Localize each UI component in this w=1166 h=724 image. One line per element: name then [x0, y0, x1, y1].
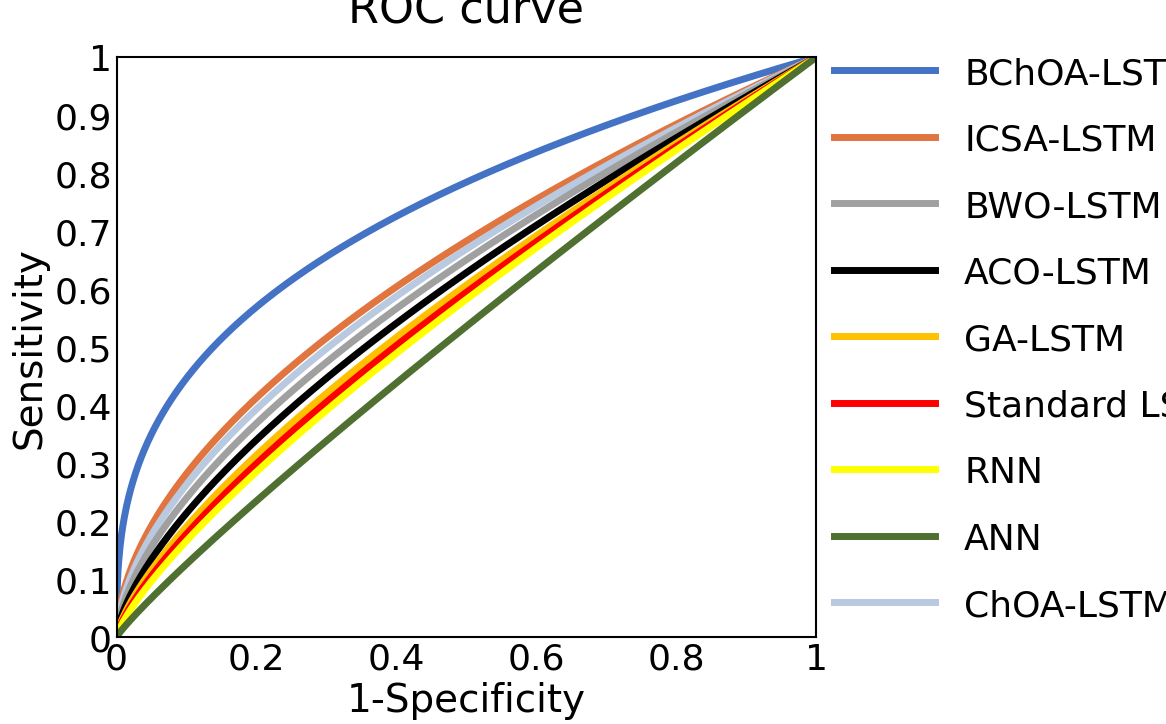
GA-LSTM	[181, 521, 195, 529]
ANN	[110, 633, 124, 641]
ICSA-LSTM	[393, 281, 407, 290]
BWO-LSTM	[181, 492, 195, 501]
Standard LSTM	[181, 529, 195, 537]
ChOA-LSTM	[668, 125, 682, 133]
RNN	[655, 156, 669, 164]
BChOA-LSTM	[590, 125, 604, 134]
ChOA-LSTM	[655, 131, 669, 140]
Standard LSTM	[590, 196, 604, 205]
RNN	[590, 201, 604, 209]
RNN	[668, 147, 682, 156]
Standard LSTM	[655, 152, 669, 161]
ACO-LSTM	[809, 54, 823, 62]
BWO-LSTM	[590, 174, 604, 182]
ACO-LSTM	[590, 182, 604, 191]
Line: ICSA-LSTM: ICSA-LSTM	[117, 58, 816, 637]
Line: ANN: ANN	[117, 58, 816, 637]
ChOA-LSTM	[393, 290, 407, 299]
RNN	[809, 54, 823, 62]
Line: ChOA-LSTM: ChOA-LSTM	[117, 58, 816, 637]
BWO-LSTM	[393, 303, 407, 311]
ACO-LSTM	[393, 317, 407, 326]
Y-axis label: Sensitivity: Sensitivity	[10, 247, 49, 448]
ANN	[655, 169, 669, 178]
ICSA-LSTM	[417, 264, 431, 272]
BChOA-LSTM	[668, 98, 682, 106]
BWO-LSTM	[417, 285, 431, 293]
ChOA-LSTM	[181, 479, 195, 487]
ICSA-LSTM	[590, 161, 604, 170]
Line: BWO-LSTM: BWO-LSTM	[117, 58, 816, 637]
Line: GA-LSTM: GA-LSTM	[117, 58, 816, 637]
ACO-LSTM	[181, 508, 195, 516]
Line: BChOA-LSTM: BChOA-LSTM	[117, 58, 816, 637]
ICSA-LSTM	[809, 54, 823, 62]
GA-LSTM	[393, 331, 407, 340]
ACO-LSTM	[655, 143, 669, 151]
RNN	[181, 535, 195, 544]
ACO-LSTM	[110, 633, 124, 641]
GA-LSTM	[590, 191, 604, 200]
ICSA-LSTM	[655, 127, 669, 136]
ICSA-LSTM	[110, 633, 124, 641]
Standard LSTM	[417, 319, 431, 328]
Legend: BChOA-LSTM, ICSA-LSTM, BWO-LSTM, ACO-LSTM, GA-LSTM, Standard LSTM, RNN, ANN, ChO: BChOA-LSTM, ICSA-LSTM, BWO-LSTM, ACO-LST…	[823, 46, 1166, 634]
ChOA-LSTM	[590, 167, 604, 176]
RNN	[393, 347, 407, 355]
BWO-LSTM	[809, 54, 823, 62]
Standard LSTM	[809, 54, 823, 62]
BWO-LSTM	[655, 136, 669, 145]
ICSA-LSTM	[181, 468, 195, 476]
ChOA-LSTM	[809, 54, 823, 62]
Standard LSTM	[393, 339, 407, 348]
ACO-LSTM	[668, 135, 682, 143]
ANN	[668, 160, 682, 169]
Line: ACO-LSTM: ACO-LSTM	[117, 58, 816, 637]
GA-LSTM	[655, 148, 669, 157]
ANN	[181, 558, 195, 567]
GA-LSTM	[110, 633, 124, 641]
GA-LSTM	[668, 140, 682, 149]
Standard LSTM	[110, 633, 124, 641]
BChOA-LSTM	[809, 54, 823, 62]
ANN	[809, 54, 823, 62]
RNN	[417, 327, 431, 336]
ANN	[393, 376, 407, 385]
Standard LSTM	[668, 144, 682, 153]
BWO-LSTM	[668, 130, 682, 138]
Title: ROC curve: ROC curve	[349, 0, 584, 33]
Line: RNN: RNN	[117, 58, 816, 637]
Line: Standard LSTM: Standard LSTM	[117, 58, 816, 637]
BChOA-LSTM	[393, 211, 407, 219]
BChOA-LSTM	[181, 372, 195, 381]
ChOA-LSTM	[417, 273, 431, 282]
ICSA-LSTM	[668, 121, 682, 130]
ChOA-LSTM	[110, 633, 124, 641]
BChOA-LSTM	[655, 102, 669, 111]
BChOA-LSTM	[417, 198, 431, 207]
ACO-LSTM	[417, 298, 431, 307]
GA-LSTM	[417, 312, 431, 321]
ANN	[590, 220, 604, 229]
BWO-LSTM	[110, 633, 124, 641]
BChOA-LSTM	[110, 633, 124, 641]
X-axis label: 1-Specificity: 1-Specificity	[347, 681, 585, 720]
GA-LSTM	[809, 54, 823, 62]
ANN	[417, 356, 431, 365]
RNN	[110, 633, 124, 641]
